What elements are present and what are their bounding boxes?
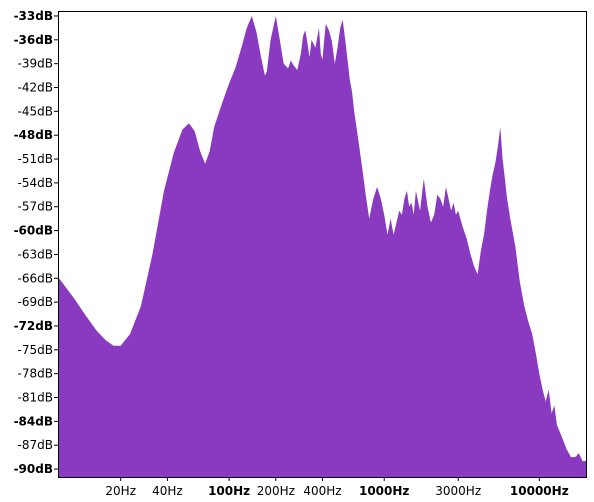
- x-tick-label: 1000Hz: [359, 484, 409, 498]
- x-tick-label: 200Hz: [257, 484, 295, 498]
- y-tick-label: -57dB: [18, 200, 53, 214]
- y-tick-label: -66dB: [18, 271, 53, 285]
- y-tick-label: -78dB: [18, 367, 53, 381]
- y-tick-label: -60dB: [14, 224, 53, 238]
- x-tick-label: 400Hz: [303, 484, 341, 498]
- y-tick-label: -39dB: [18, 57, 53, 71]
- y-tick-label: -51dB: [18, 152, 53, 166]
- x-tick-label: 100Hz: [208, 484, 250, 498]
- y-tick-label: -42dB: [18, 81, 53, 95]
- y-tick-label: -54dB: [18, 176, 53, 190]
- plot-border: [58, 11, 587, 478]
- y-tick-label: -81dB: [18, 391, 53, 405]
- y-tick-label: -33dB: [14, 9, 53, 23]
- y-tick-label: -45dB: [18, 104, 53, 118]
- y-tick-label: -84dB: [14, 414, 53, 428]
- y-tick-label: -72dB: [14, 319, 53, 333]
- y-tick-label: -75dB: [18, 343, 53, 357]
- y-tick-label: -69dB: [18, 295, 53, 309]
- y-tick-label: -63dB: [18, 247, 53, 261]
- x-tick-label: 40Hz: [152, 484, 183, 498]
- x-axis: 20Hz 40Hz 100Hz 200Hz 400Hz 1000Hz 3000Hz 10000…: [105, 477, 569, 498]
- x-tick-label: 10000Hz: [510, 484, 569, 498]
- x-tick-label: 20Hz: [105, 484, 136, 498]
- y-tick-label: -36dB: [14, 33, 53, 47]
- y-axis: -33dB -36dB -39dB -42dB -45dB -48dB -51dB -54dB…: [14, 9, 59, 476]
- spectrum-area: [59, 16, 586, 477]
- y-tick-label: -48dB: [14, 128, 53, 142]
- x-tick-label: 3000Hz: [435, 484, 481, 498]
- y-tick-label: -87dB: [18, 438, 53, 452]
- y-tick-label: -90dB: [14, 462, 53, 476]
